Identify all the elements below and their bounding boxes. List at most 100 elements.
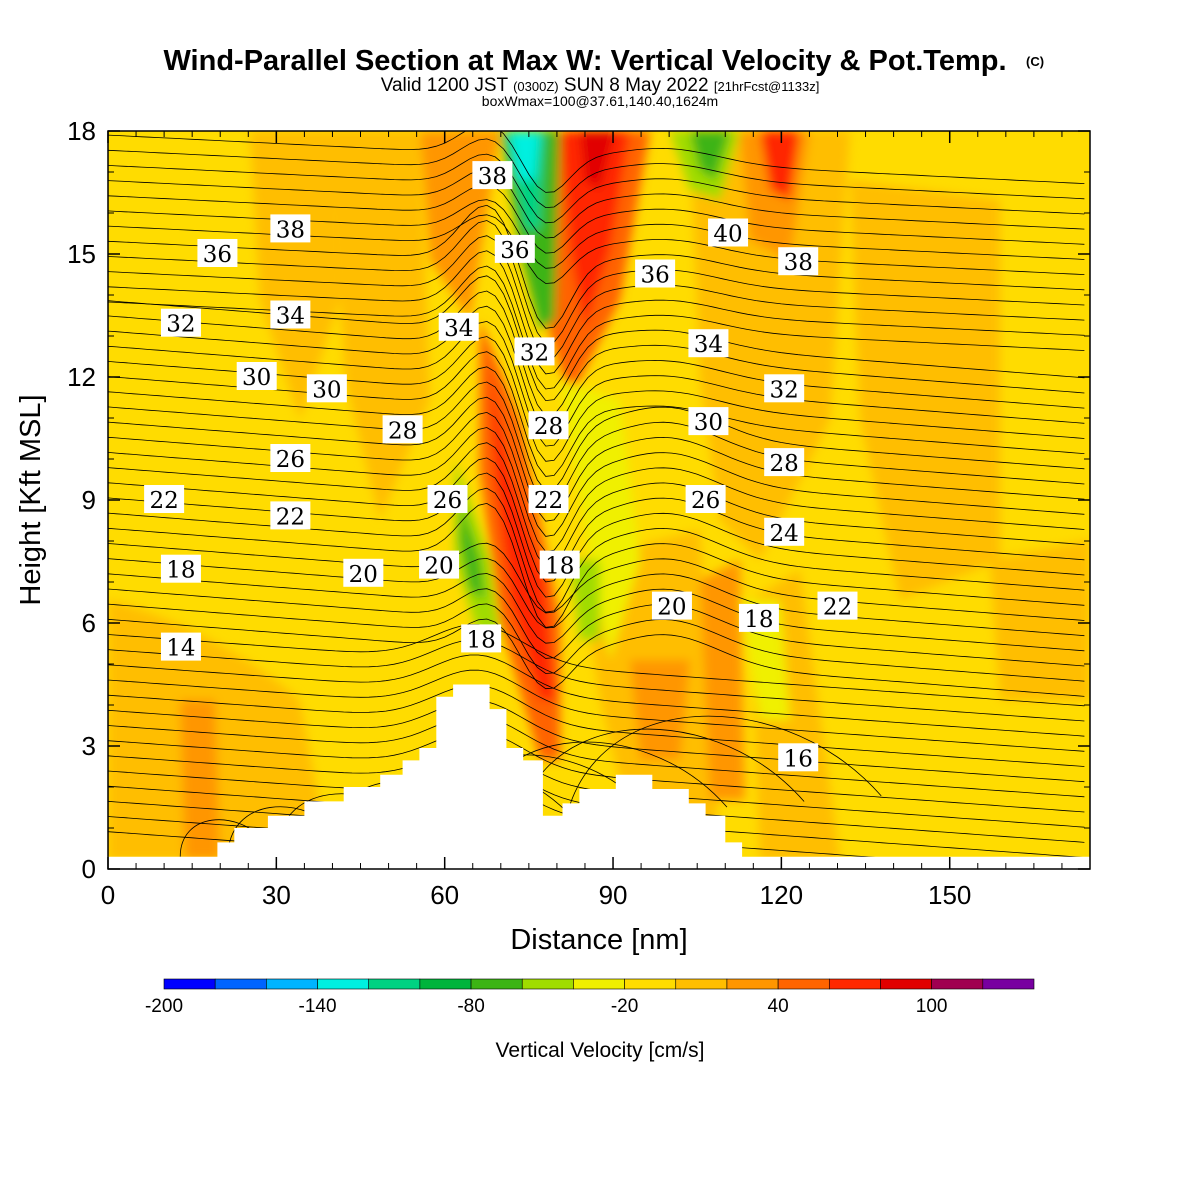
contour-label-box — [270, 501, 311, 530]
contour-label: 38 — [270, 214, 311, 243]
contour-label-text: 40 — [713, 222, 742, 248]
contour-label-text: 30 — [694, 410, 723, 436]
contour-label-box — [160, 632, 201, 661]
y-tick-label: 15 — [67, 239, 96, 269]
contour-label-box — [160, 554, 201, 583]
theta-contour-line — [108, 730, 1085, 813]
subtitle-valid: Valid 1200 JST — [381, 75, 509, 96]
velocity-region — [560, 380, 640, 660]
colorbar-swatch — [419, 978, 472, 990]
contour-label-text: 22 — [149, 488, 178, 514]
contour-label-text: 18 — [744, 607, 773, 633]
contour-label: 36 — [494, 234, 535, 264]
theta-contour-line — [108, 153, 1085, 224]
contour-label-box — [685, 485, 726, 513]
contour-label: 22 — [528, 485, 569, 514]
theta-contour-line — [108, 684, 1085, 767]
contour-label: 18 — [539, 550, 580, 580]
contour-label: 22 — [817, 591, 858, 621]
colorbar-swatch — [880, 978, 932, 990]
contour-label-text: 34 — [694, 332, 723, 358]
contour-label: 36 — [197, 239, 238, 268]
velocity-region — [760, 131, 800, 200]
contour-label: 38 — [778, 247, 819, 276]
subtitle-forecast: [21hrFcst@1133z] — [714, 79, 819, 94]
contour-label-box — [419, 550, 460, 579]
contour-label: 32 — [160, 308, 201, 338]
colorbar-swatch — [368, 978, 421, 990]
contour-label: 30 — [306, 374, 347, 403]
theta-contour-line — [108, 366, 1085, 492]
subtitle-zulu: (0300Z) — [513, 79, 559, 94]
theta-contour-line — [108, 618, 1085, 697]
contour-label-text: 34 — [276, 304, 305, 330]
contour-label: 30 — [236, 362, 277, 391]
contour-label-box — [438, 312, 479, 341]
contour-label-text: 22 — [276, 504, 305, 530]
contour-label-text: 22 — [534, 488, 563, 514]
theta-contour-line — [108, 457, 1085, 583]
contour-label: 32 — [764, 374, 805, 403]
colorbar-swatch — [624, 978, 677, 990]
velocity-region — [990, 540, 1090, 700]
contour-label-box — [494, 234, 535, 263]
velocity-region — [630, 660, 690, 760]
contour-label-text: 20 — [349, 562, 378, 588]
contour-label: 26 — [685, 485, 726, 514]
contour-label-box — [528, 485, 569, 513]
contour-labels: 38 38 36 36 40 38 36 32 34 34 32 34 30 30 32 28 28 30 26 28… — [144, 161, 858, 772]
theta-contour-line — [108, 557, 1085, 637]
theta-contour-line — [561, 715, 882, 857]
contour-label-box — [738, 603, 779, 632]
x-tick-label: 120 — [760, 880, 803, 910]
theta-contour-line — [108, 168, 1085, 239]
contour-label-text: 20 — [657, 595, 686, 621]
subtitle-date: SUN 8 May 2022 — [564, 75, 709, 96]
x-tick-label: 30 — [262, 880, 291, 910]
theta-contour-line — [108, 138, 1085, 209]
contour-label: 36 — [635, 259, 676, 289]
contour-label: 28 — [382, 415, 423, 444]
contour-label: 24 — [764, 517, 805, 547]
contour-label-text: 38 — [784, 250, 813, 276]
contour-label-text: 28 — [770, 451, 799, 477]
velocity-region — [850, 180, 1000, 600]
contour-label: 18 — [738, 603, 779, 633]
contour-label-text: 16 — [784, 746, 813, 772]
contour-label-box — [778, 743, 819, 772]
contour-label-text: 38 — [478, 164, 507, 190]
y-tick-label: 12 — [67, 362, 96, 392]
theta-contour-line — [108, 669, 1085, 752]
contour-label: 14 — [160, 632, 201, 662]
theta-contour-line — [108, 184, 1085, 254]
colorbar-tick-label: 100 — [916, 996, 948, 1017]
contour-label-text: 18 — [467, 627, 496, 653]
colorbar-tick-label: -80 — [457, 996, 484, 1017]
x-tick-label: 0 — [101, 880, 115, 910]
contour-label-box — [472, 161, 513, 190]
contour-label-text: 20 — [424, 554, 453, 580]
contour-label: 28 — [764, 448, 805, 477]
contour-label-text: 26 — [276, 447, 305, 473]
theta-contour-line — [108, 290, 1085, 417]
theta-contour-line — [108, 396, 1085, 522]
colorbar-swatch — [726, 978, 779, 990]
contour-label: 32 — [514, 337, 555, 366]
colorbar-swatch — [982, 978, 1035, 990]
colorbar-tick-label: -200 — [145, 996, 183, 1017]
theta-contour-line — [108, 624, 1085, 707]
colorbar-swatch — [828, 978, 881, 990]
contour-label-box — [651, 591, 692, 620]
contour-label: 16 — [778, 743, 819, 772]
theta-contour-line — [108, 542, 1085, 621]
contour-label: 20 — [651, 591, 692, 621]
colorbar-swatch — [521, 978, 574, 990]
contour-label-text: 38 — [276, 217, 305, 243]
contour-label-box — [539, 550, 580, 579]
contour-label: 28 — [528, 411, 569, 440]
theta-contour-line — [108, 639, 1085, 722]
colorbar-tick-label: -20 — [611, 996, 638, 1017]
contour-label-text: 24 — [770, 521, 799, 547]
colorbar-tick-label: -140 — [299, 996, 337, 1017]
